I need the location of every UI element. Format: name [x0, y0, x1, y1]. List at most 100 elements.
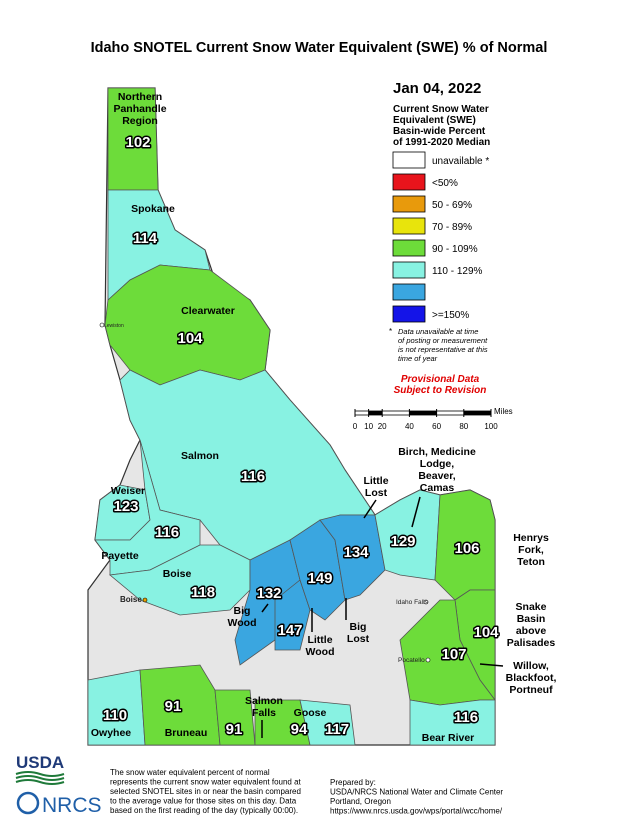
legend-swatch	[392, 305, 426, 323]
basin-name: Lost	[365, 487, 388, 499]
legend-note: is not representative at this	[398, 345, 488, 354]
basin-value: 132	[256, 585, 281, 602]
basin-name: Owyhee	[91, 727, 131, 739]
usda-wave	[15, 771, 65, 777]
basin-name: Birch, Medicine	[398, 446, 476, 458]
legend-note: time of year	[398, 354, 438, 363]
scale-label: 0	[353, 422, 358, 431]
basin-name: Clearwater	[181, 305, 235, 317]
basin-name: Wood	[306, 646, 335, 658]
usda-wave	[15, 779, 65, 785]
basin-value: 104	[177, 330, 203, 347]
nrcs-logo: NRCS	[42, 794, 102, 817]
basin-name: Palisades	[507, 637, 556, 649]
basin-name: Bruneau	[165, 727, 208, 739]
basin-value: 117	[325, 721, 349, 738]
basin-name: Snake	[516, 601, 547, 613]
basin-name: Camas	[420, 482, 455, 494]
basin-name: Henrys	[513, 532, 549, 544]
legend-swatch	[392, 217, 426, 235]
provisional-note: Provisional Data	[401, 374, 480, 385]
basin-name: Salmon	[181, 450, 219, 462]
basin-name: Payette	[101, 550, 139, 562]
basin-name: Spokane	[131, 203, 175, 215]
basin-area	[274, 579, 311, 651]
legend-label: 90 - 109%	[432, 244, 478, 255]
basin-value: 149	[307, 570, 332, 587]
legend-title: Basin-wide Percent	[393, 126, 486, 137]
scale-label: 80	[459, 422, 468, 431]
basin-name: Northern	[118, 91, 162, 103]
basin-name: Boise	[163, 568, 192, 580]
city-label: Boise	[120, 595, 142, 604]
basin-value: 94	[291, 721, 308, 738]
city-label: Idaho Falls	[396, 599, 429, 606]
scale-segment	[463, 411, 491, 415]
footer-credit: Prepared by:	[330, 778, 376, 787]
basin-name: Weiser	[111, 485, 145, 497]
basin-name: Wood	[228, 617, 257, 629]
legend-label: >=150%	[432, 310, 469, 321]
basin-name: Willow,	[513, 660, 549, 672]
city-dot	[99, 322, 105, 328]
scale-label: 60	[432, 422, 441, 431]
basin-name: Basin	[517, 613, 546, 625]
leader-line	[479, 663, 504, 667]
legend-label: 70 - 89%	[432, 222, 472, 233]
legend-marker: *	[389, 327, 392, 336]
basin-name: Blackfoot,	[506, 672, 557, 684]
basin-name: Big	[234, 605, 251, 617]
basin-value: 116	[454, 709, 478, 726]
basin-area	[299, 699, 356, 746]
legend-swatch	[392, 195, 426, 213]
basin-area	[409, 699, 496, 746]
footer-credit: USDA/NRCS National Water and Climate Cen…	[330, 788, 503, 797]
basin-name: Region	[122, 115, 158, 127]
basin-value: 91	[226, 721, 243, 738]
basin-value: 106	[454, 540, 479, 557]
leader-line	[261, 603, 269, 613]
legend-title: Current Snow Water	[393, 104, 489, 115]
legend-swatch	[392, 151, 426, 169]
city-dot	[425, 657, 431, 663]
scale-label: 10	[364, 422, 373, 431]
legend-title: Equivalent (SWE)	[393, 115, 476, 126]
city-dot	[423, 599, 429, 605]
legend-swatch	[392, 239, 426, 257]
annotations: 0 10 20 40 60 80 100 Miles Lewiston Boise Idaho Fa…	[15, 322, 513, 817]
legend-title: of 1991-2020 Median	[393, 137, 490, 148]
basin-value: 110	[103, 707, 127, 724]
basin-name: Beaver,	[418, 470, 455, 482]
legend-note: Data unavailable at time	[398, 327, 478, 336]
city-label: Lewiston	[104, 323, 124, 329]
basin-name: Big	[350, 621, 367, 633]
basin-value: 116	[155, 524, 179, 541]
basin-name: Lost	[347, 633, 370, 645]
footer-note: based on the first reading of the day (t…	[110, 806, 298, 815]
basin-name: Bear River	[422, 732, 475, 744]
legend-swatch	[392, 261, 426, 279]
leader-line	[363, 499, 377, 519]
scale-label: 100	[484, 422, 498, 431]
provisional-note: Subject to Revision	[394, 385, 487, 396]
footer-note: represents the current snow water equiva…	[110, 778, 302, 787]
legend-label: <50%	[432, 178, 458, 189]
basin-name: Salmon	[245, 695, 283, 707]
basin-name: Teton	[517, 556, 545, 568]
basin-value: 129	[390, 533, 415, 550]
legend-swatch	[392, 283, 426, 301]
scale-label: 20	[378, 422, 387, 431]
scale-label: 40	[405, 422, 414, 431]
basin-value: 118	[191, 584, 215, 601]
map-title: Idaho SNOTEL Current Snow Water Equivale…	[91, 40, 548, 56]
leader-line	[411, 496, 421, 528]
scale-segment	[409, 411, 437, 415]
basin-name: above	[516, 625, 547, 637]
footer-credit: Portland, Oregon	[330, 797, 391, 806]
footer-note: to the average value for those sites on …	[110, 797, 297, 806]
footer-note: The snow water equivalent percent of nor…	[110, 768, 270, 777]
basin-name: Fork,	[518, 544, 544, 556]
scale-segment	[368, 411, 383, 415]
basin-value: 134	[343, 544, 369, 561]
